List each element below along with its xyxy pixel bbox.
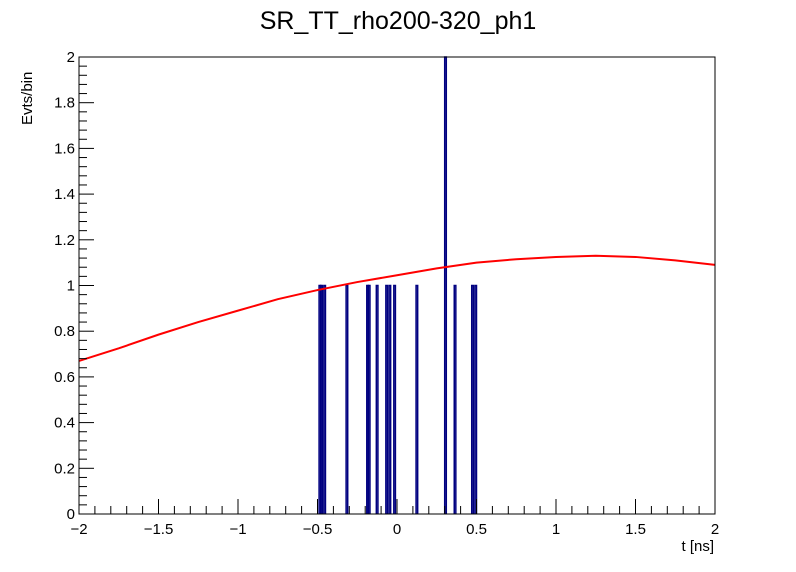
y-tick-label: 1.6 (54, 140, 75, 157)
x-tick-label: −2 (70, 521, 87, 538)
plot-frame (78, 56, 716, 515)
y-tick-label: 0.8 (54, 323, 75, 340)
histogram-bin-11 (443, 56, 448, 514)
x-axis: −2 −1.5 −1 −0.5 0 0.5 1 1.5 2 (70, 499, 719, 538)
y-tick-label: 0.6 (54, 369, 75, 386)
histogram-bin-12 (453, 284, 457, 514)
fit-curve-layer (78, 254, 716, 362)
y-tick-label: 0.4 (54, 415, 75, 432)
histogram-bin-10 (415, 284, 419, 514)
x-tick-label: −1.5 (144, 521, 174, 538)
histogram-bin-2 (323, 284, 327, 514)
histogram-bin-1 (319, 284, 324, 514)
histogram-bin-14 (474, 284, 478, 514)
x-axis-title: t [ns] (681, 538, 714, 555)
histogram-bin-9 (393, 284, 397, 514)
x-tick-label: 1.5 (625, 521, 646, 538)
y-axis-title: Evts/bin (19, 72, 36, 125)
chart-title: SR_TT_rho200-320_ph1 (260, 7, 537, 35)
x-tick-label: 2 (711, 521, 719, 538)
x-tick-label: 0 (393, 521, 401, 538)
y-axis: 0 0.2 0.4 0.6 0.8 1 1.2 1.4 1.6 1.8 2 (54, 49, 94, 523)
y-tick-label: 2 (67, 49, 75, 66)
histogram-bin-3 (345, 284, 349, 514)
x-tick-label: −1 (229, 521, 246, 538)
y-tick-label: 1.4 (54, 186, 75, 203)
histogram-bin-5 (367, 284, 371, 514)
x-tick-label: 0.5 (466, 521, 487, 538)
histogram-bin-6 (375, 284, 379, 514)
histogram-bars (318, 56, 478, 514)
y-tick-label: 1.2 (54, 232, 75, 249)
y-tick-label: 1.8 (54, 95, 75, 112)
x-tick-label: −0.5 (303, 521, 333, 538)
fit-curve (78, 254, 716, 362)
histogram-bin-7 (385, 284, 389, 514)
y-tick-label: 0 (67, 506, 75, 523)
y-tick-label: 0.2 (54, 460, 75, 477)
histogram-bin-13 (470, 284, 475, 514)
x-tick-label: 1 (552, 521, 560, 538)
histogram-bin-8 (388, 284, 392, 514)
y-tick-label: 1 (67, 278, 75, 295)
